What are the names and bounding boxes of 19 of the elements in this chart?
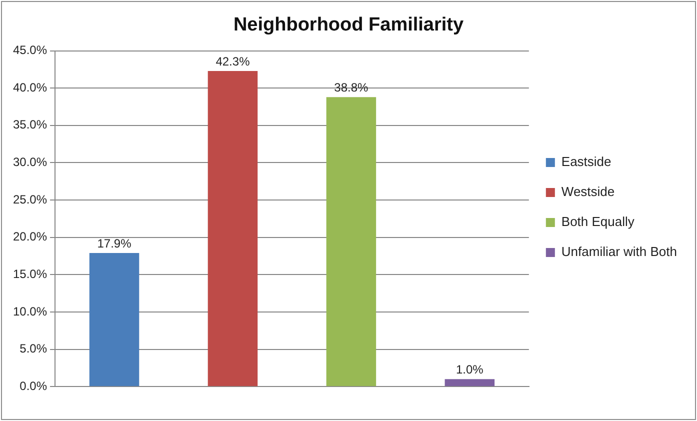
legend-label: Unfamiliar with Both [561,244,678,260]
legend-label: Eastside [561,154,612,170]
y-tick-label: 30.0% [12,155,48,170]
y-tick-label: 10.0% [12,304,48,318]
y-tick-label: 35.0% [12,118,48,132]
y-tick-label: 0.0% [20,378,48,393]
data-label: 38.8% [334,80,369,94]
y-tick-label: 45.0% [12,43,48,58]
chart-title: Neighborhood Familiarity [233,14,464,36]
y-tick-label: 20.0% [12,230,48,244]
data-label: 42.3% [216,54,250,68]
legend-label: Westside [561,184,615,200]
legend-label: Both Equally [561,214,635,230]
y-tick-label: 40.0% [12,80,48,94]
y-tick-label: 5.0% [20,342,48,356]
data-label: 17.9% [97,236,132,250]
y-tick-label: 25.0% [12,192,48,206]
y-tick-label: 15.0% [12,266,48,281]
data-label: 1.0% [456,362,484,376]
